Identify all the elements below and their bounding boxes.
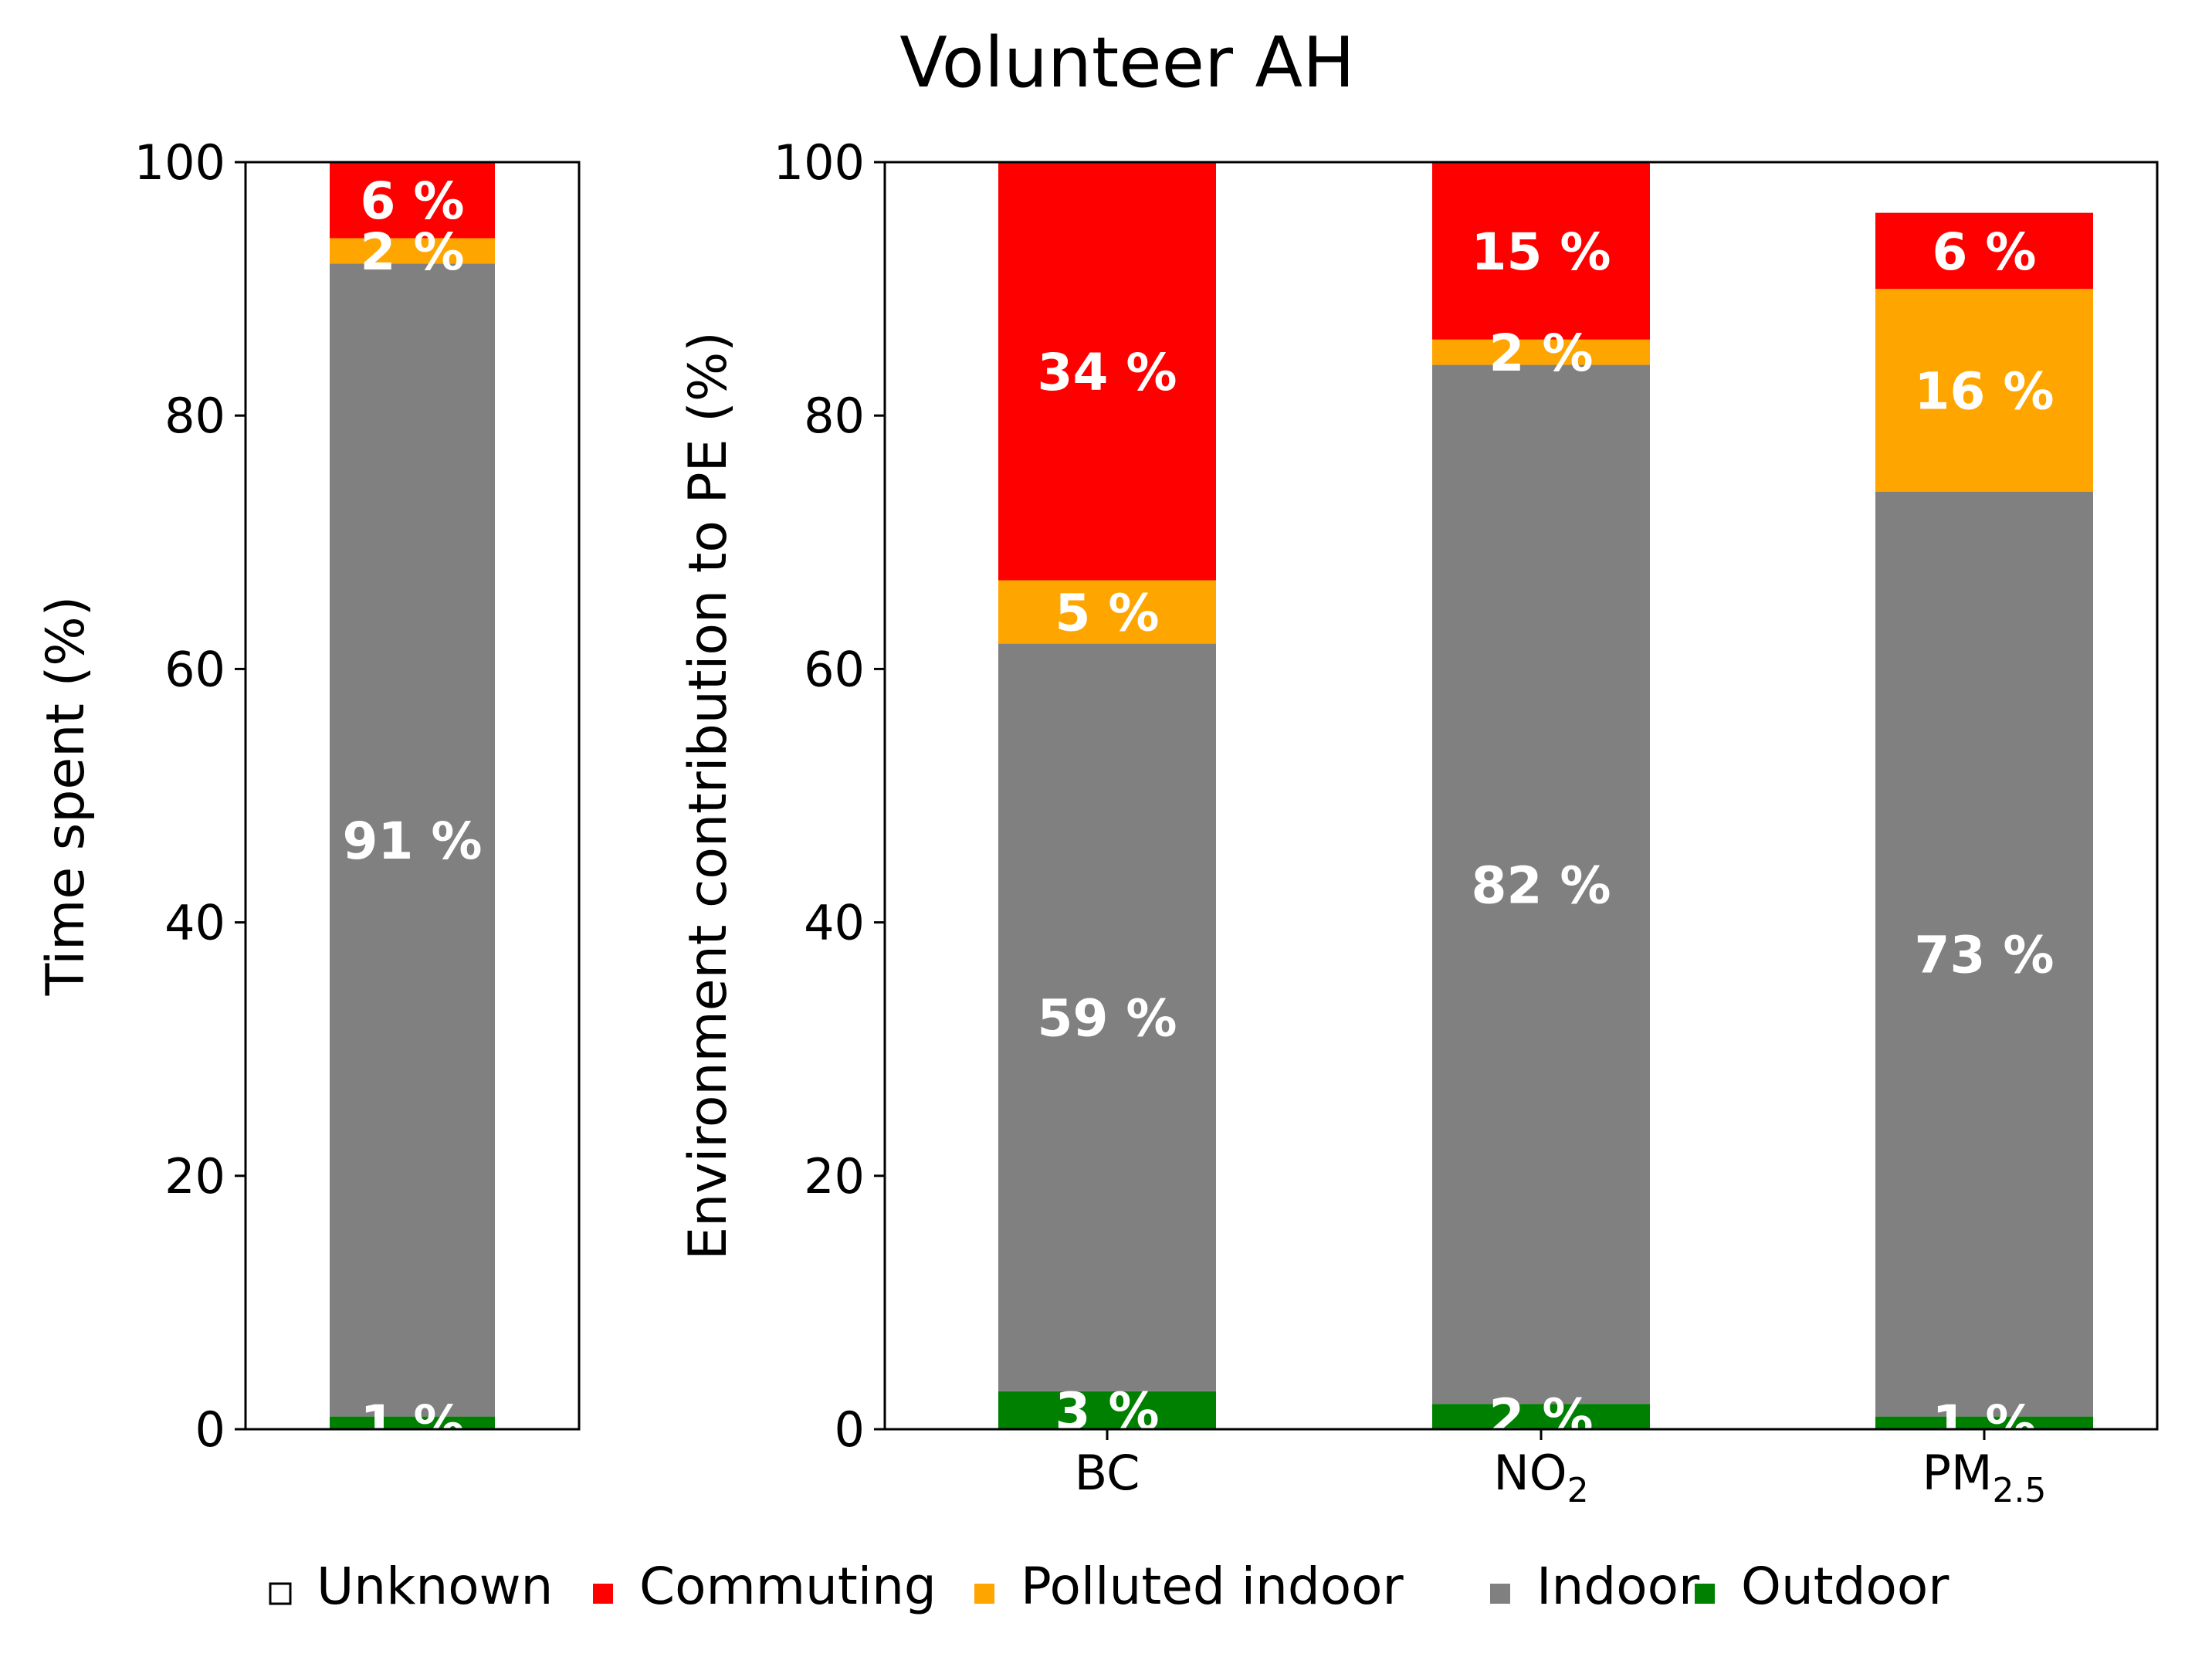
- data-label-time-outdoor: 1 %: [360, 1394, 464, 1454]
- chart-title: Volunteer AH: [899, 22, 1355, 103]
- axes-frame: [883, 161, 2159, 1431]
- bar-pm2-5-commuting: [1875, 212, 2093, 290]
- legend-label-indoor: Indoor: [1536, 1557, 1700, 1616]
- legend-label-unknown: Unknown: [317, 1557, 553, 1616]
- data-label-pm2-5-indoor: 73 %: [1915, 926, 2054, 985]
- y-tick-label: 60: [164, 641, 225, 697]
- time-spent-panel: 1 % 91 % 2 %6 % 0 20 40 60 80 100 Time spent (%): [36, 134, 581, 1458]
- bar-bc-commuting: [998, 162, 1216, 581]
- y-tick-label: 0: [835, 1401, 865, 1458]
- bar-no2-commuting: [1432, 162, 1650, 340]
- bar-pm2-5-indoor: [1875, 491, 2093, 1417]
- x-tick-label-no2: NO2: [1493, 1445, 1588, 1510]
- y-tick-label: 100: [134, 134, 225, 191]
- y-tick-label: 60: [804, 641, 865, 697]
- bar-time-indoor: [330, 263, 495, 1417]
- data-label-no2-polluted-indoor: 2 %: [1489, 324, 1593, 383]
- data-label-pm2-5-outdoor: 1 %: [1932, 1394, 2036, 1454]
- data-label-bc-commuting: 34 %: [1038, 343, 1177, 402]
- x-tick-label-pm2-5: PM2.5: [1922, 1445, 2047, 1510]
- bar-no2-polluted-indoor: [1432, 339, 1650, 365]
- data-label-no2-indoor: 82 %: [1472, 856, 1611, 915]
- legend-label-commuting: Commuting: [639, 1557, 937, 1616]
- data-label-bc-polluted-indoor: 5 %: [1055, 584, 1159, 643]
- bar-pm2-5-outdoor: [1875, 1416, 2093, 1429]
- legend-swatch-unknown: [269, 1582, 292, 1605]
- bar-no2-outdoor: [1432, 1404, 1650, 1429]
- axes-frame: [244, 161, 581, 1431]
- bar-time-polluted-indoor: [330, 238, 495, 264]
- y-tick-label: 20: [804, 1148, 865, 1205]
- pe-contribution-panel: 3 %59 %5 %34 %2 %82 %2 %15 %1 %73 %16 %6…: [678, 134, 2159, 1510]
- legend-swatch-commuting: [593, 1584, 613, 1604]
- legend-label-polluted-indoor: Polluted indoor: [1021, 1557, 1404, 1616]
- legend-swatch-outdoor: [1695, 1584, 1715, 1604]
- legend-label-outdoor: Outdoor: [1741, 1557, 1949, 1616]
- y-tick-label: 40: [164, 895, 225, 951]
- legend-swatch-indoor: [1490, 1584, 1510, 1604]
- data-label-pm2-5-polluted-indoor: 16 %: [1915, 361, 2054, 421]
- y-tick-label: 100: [774, 134, 865, 191]
- legend: Unknown Commuting Polluted indoor Indoor Out…: [269, 1557, 1949, 1616]
- y-axis-label: Environment contribution to PE (%): [678, 331, 739, 1260]
- data-label-time-commuting: 6 %: [360, 171, 464, 231]
- data-label-no2-commuting: 15 %: [1472, 222, 1611, 282]
- bar-bc-indoor: [998, 643, 1216, 1391]
- bar-no2-indoor: [1432, 364, 1650, 1405]
- bar-bc-outdoor: [998, 1391, 1216, 1429]
- bar-time-outdoor: [330, 1416, 495, 1429]
- data-label-pm2-5-commuting: 6 %: [1932, 222, 2036, 282]
- y-tick-label: 80: [164, 388, 225, 444]
- bar-bc-polluted-indoor: [998, 580, 1216, 644]
- y-tick-label: 0: [195, 1401, 225, 1458]
- y-axis-label: Time spent (%): [36, 596, 97, 997]
- x-tick-label-bc: BC: [1075, 1445, 1140, 1501]
- data-label-time-polluted-indoor: 2 %: [360, 222, 464, 282]
- bar-pm2-5-polluted-indoor: [1875, 289, 2093, 492]
- y-tick-label: 40: [804, 895, 865, 951]
- data-label-bc-indoor: 59 %: [1038, 989, 1177, 1049]
- y-tick-label: 20: [164, 1148, 225, 1205]
- bar-time-commuting: [330, 162, 495, 239]
- legend-swatch-polluted-indoor: [974, 1584, 994, 1604]
- data-label-time-indoor: 91 %: [343, 812, 483, 871]
- y-tick-label: 80: [804, 388, 865, 444]
